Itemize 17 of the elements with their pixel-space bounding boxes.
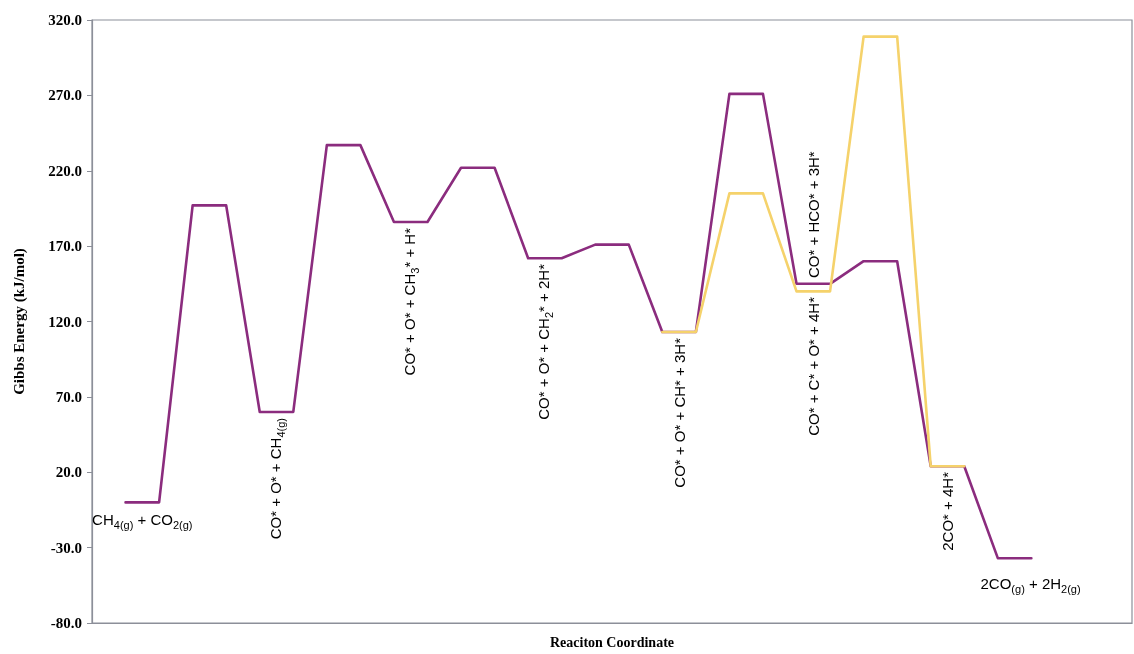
annotation: CO* + O* + CH* + 3H* (670, 338, 688, 488)
y-tick-label: 20.0 (55, 464, 82, 481)
y-tick-label: 170.0 (48, 238, 82, 255)
annotation: 2CO$_{(g)}$ + 2H$_{2(g)}$ (980, 575, 1081, 596)
y-tick-label: 220.0 (48, 162, 82, 179)
x-axis-title: Reaciton Coordinate (549, 634, 675, 650)
annotation: CO* + HCO* + 3H* (804, 151, 822, 278)
annotation: CH$_{4(g)}$ + CO$_{2(g)}$ (92, 511, 193, 532)
y-tick-label: 270.0 (48, 87, 82, 104)
y-tick-label: -80.0 (50, 615, 82, 631)
y-axis-title: Gibbs Energy (kJ/mol) (10, 248, 28, 395)
y-tick-label: 120.0 (48, 313, 82, 330)
y-tick-label: 320.0 (48, 12, 82, 28)
y-tick-label: 70.0 (55, 388, 82, 405)
y-tick-label: -30.0 (50, 539, 82, 556)
annotation: CO* + C* + O* + 4H* (804, 297, 822, 437)
annotation: 2CO* + 4H* (938, 472, 956, 552)
